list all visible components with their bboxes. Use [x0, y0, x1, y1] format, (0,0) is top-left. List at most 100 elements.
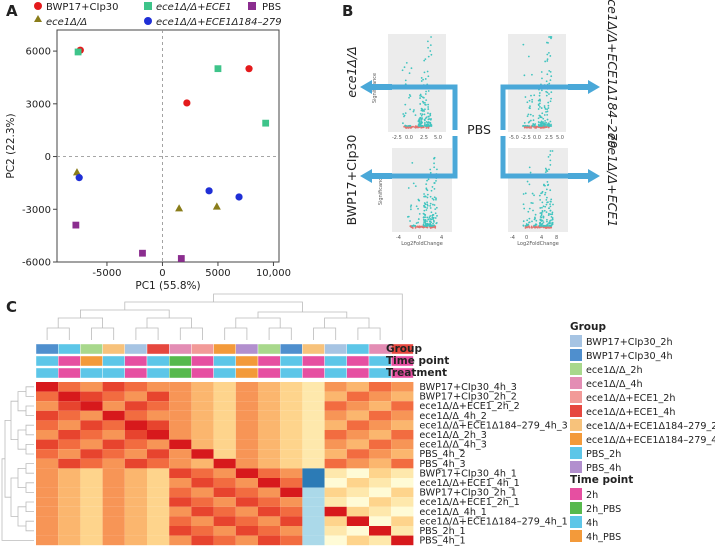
volcano-point [535, 226, 538, 228]
time-legend-title: Time point [570, 474, 633, 486]
heatmap-cell [213, 458, 236, 469]
heatmap-cell [191, 535, 214, 546]
heatmap-cell [36, 458, 59, 469]
volcano-point [423, 122, 426, 124]
heatmap-cell [235, 535, 258, 546]
heatmap-cell [191, 420, 214, 430]
heatmap-row-label: BWP17+CIp30_4h_1 [419, 468, 516, 479]
volcano-point [526, 124, 529, 127]
volcano-point [428, 224, 431, 227]
pca-yticks: -6000 -3000 0 3000 6000 [22, 47, 57, 269]
volcano-point [426, 220, 428, 223]
volcano-plot-top-left: Significance -2.5 0.0 2.5 5.0 [372, 34, 446, 141]
heatmap-cell [124, 497, 147, 507]
heatmap-cell [58, 516, 81, 526]
heatmap-cell [36, 401, 59, 411]
volcano-point [538, 102, 541, 105]
annotation-cell-group [168, 343, 192, 355]
heatmap-cell [147, 478, 170, 488]
heatmap-cell [147, 497, 170, 507]
heatmap-row-label: ece1Δ/Δ_2h_3 [419, 430, 486, 441]
heatmap-cell [58, 420, 81, 430]
heatmap-cell [169, 526, 192, 536]
volcano-point [408, 72, 411, 75]
volcano-point [424, 221, 427, 223]
volcano-point [424, 206, 427, 209]
heatmap-cell [169, 391, 192, 402]
volcano-point [541, 201, 544, 204]
heatmap-cell [324, 430, 347, 440]
time-legend-label: 2h_PBS [586, 504, 621, 515]
volcano-point [541, 190, 544, 193]
heatmap-cell [58, 468, 81, 478]
heatmap-cell [258, 391, 281, 402]
volcano-point [426, 225, 429, 227]
group-legend-swatch [570, 377, 582, 389]
volcano-point [420, 120, 423, 122]
heatmap-cell [280, 449, 303, 459]
pca-plot-frame [56, 29, 280, 263]
pca-points [72, 46, 270, 262]
volcano-point [430, 189, 433, 192]
heatmap-cell [213, 401, 236, 411]
volcano-point [409, 205, 412, 208]
volcano-point [523, 126, 526, 129]
heatmap-cell [324, 535, 347, 546]
pca-point [214, 65, 222, 73]
pca-point [212, 202, 221, 210]
volcano-point [546, 218, 548, 221]
pca-xtick-label: -5000 [92, 268, 121, 279]
pca-ytick-label: 0 [45, 152, 51, 163]
heatmap-cell [102, 430, 125, 440]
volcano-point [433, 166, 436, 169]
heatmap-cell [346, 497, 369, 507]
volcano-point [407, 125, 410, 127]
heatmap-cell [191, 506, 214, 517]
volcano-xtick: 0 [525, 235, 528, 241]
volcano-point [550, 198, 553, 201]
volcano-point [422, 109, 424, 111]
dendro-branch [235, 317, 281, 328]
heatmap-cell [213, 516, 236, 526]
group-legend-items: BWP17+CIp30_2h BWP17+CIp30_4h ece1Δ/Δ_2hec… [570, 335, 715, 474]
heatmap-cell [58, 401, 81, 411]
heatmap-cell [391, 458, 414, 469]
volcano-point [414, 185, 417, 188]
heatmap-cell [80, 410, 103, 421]
volcano-point [539, 116, 542, 119]
volcano-xlabel: Log2FoldChange [517, 241, 559, 247]
pca-ytick-label: -3000 [22, 205, 51, 216]
heatmap-cell [324, 506, 347, 517]
volcano-point [546, 110, 549, 113]
heatmap-cell [235, 410, 258, 421]
annotation-cell-time [191, 355, 214, 367]
volcano-point [539, 106, 541, 108]
heatmap-cell [147, 439, 170, 450]
heatmap-cell [391, 487, 414, 498]
heatmap-cell [369, 497, 392, 507]
volcano-point [417, 198, 420, 201]
heatmap-cell [147, 516, 170, 526]
dendro-branch [17, 429, 26, 450]
volcano-point [541, 222, 544, 225]
pca-point [245, 65, 253, 73]
heatmap-cell [302, 535, 325, 546]
volcano-point [546, 201, 548, 204]
volcano-point [432, 222, 434, 225]
heatmap-row-label: ece1Δ/Δ+ECE1Δ184–279_4h_1 [419, 516, 567, 527]
volcano-point [551, 213, 554, 215]
volcano-point [542, 216, 545, 219]
volcano-xtick: 4 [440, 235, 443, 241]
heatmap-cell [147, 506, 170, 517]
heatmap-cell [80, 439, 103, 450]
volcano-point [426, 179, 428, 182]
heatmap-cell [258, 439, 281, 450]
volcano-xtick: -5.0 [509, 135, 519, 141]
legend-label-bwp17: BWP17+CIp30 [46, 2, 119, 13]
volcano-point [425, 120, 428, 123]
volcano-point [540, 116, 543, 119]
volcano-point [551, 218, 554, 221]
volcano-label-ece1-ece1: ece1Δ/Δ+ECE1 [605, 133, 620, 227]
volcano-point [544, 123, 547, 126]
